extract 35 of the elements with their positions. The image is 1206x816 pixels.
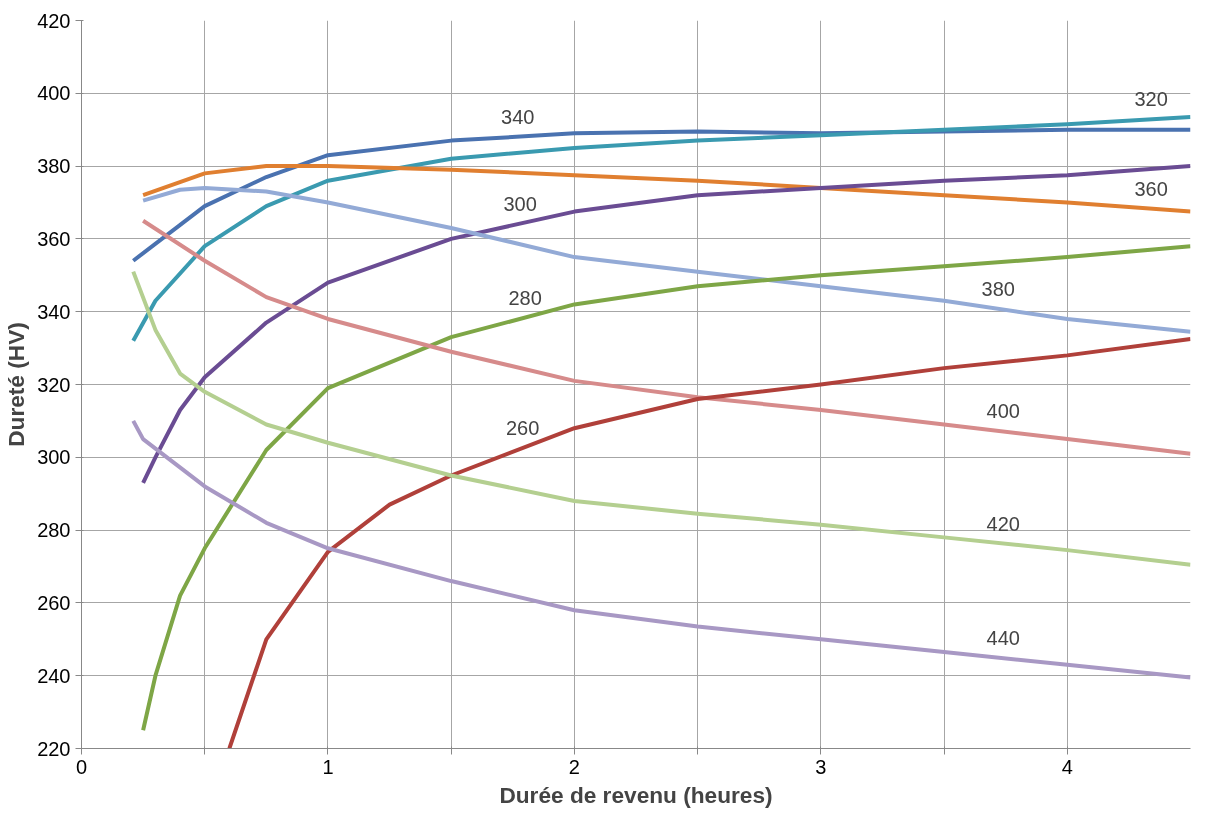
y-tick-label: 320 bbox=[37, 373, 71, 396]
annotation: 260 bbox=[505, 417, 540, 440]
line-series bbox=[131, 418, 1191, 680]
line-series bbox=[141, 164, 1191, 214]
y-tick-label: 220 bbox=[37, 737, 71, 760]
y-tick-label: 300 bbox=[37, 446, 71, 469]
annotation: 320 bbox=[1134, 88, 1168, 111]
line-series bbox=[141, 244, 1191, 733]
y-tick-label: 420 bbox=[37, 9, 71, 32]
x-tick-label: 3 bbox=[815, 755, 827, 778]
y-tick-label: 240 bbox=[37, 664, 71, 687]
annotation: 340 bbox=[501, 105, 535, 128]
x-tick-label: 4 bbox=[1061, 755, 1073, 778]
y-tick-label: 360 bbox=[37, 227, 71, 250]
x-tick-label: 1 bbox=[322, 755, 334, 778]
y-tick-label: 380 bbox=[37, 155, 71, 178]
line-series bbox=[141, 218, 1191, 456]
annotation: 300 bbox=[503, 192, 537, 215]
line-series bbox=[131, 269, 1191, 567]
annotation: 380 bbox=[981, 277, 1015, 300]
annotation: 360 bbox=[1134, 177, 1168, 200]
y-tick-label: 260 bbox=[37, 591, 71, 614]
x-tick-label: 0 bbox=[75, 755, 88, 778]
annotation: 420 bbox=[986, 512, 1020, 535]
y-axis-title: Dureté (HV) bbox=[3, 322, 30, 447]
x-tick-label: 2 bbox=[568, 755, 580, 778]
y-tick-label: 280 bbox=[37, 519, 71, 542]
annotation: 280 bbox=[508, 286, 542, 309]
line-series bbox=[227, 337, 1191, 749]
line-series bbox=[141, 164, 1191, 485]
annotation: 400 bbox=[986, 400, 1020, 423]
annotation: 440 bbox=[986, 627, 1020, 650]
y-tick-label: 400 bbox=[37, 82, 71, 105]
y-tick-label: 340 bbox=[37, 300, 71, 323]
x-axis-title: Durée de revenu (heures) bbox=[499, 781, 773, 808]
